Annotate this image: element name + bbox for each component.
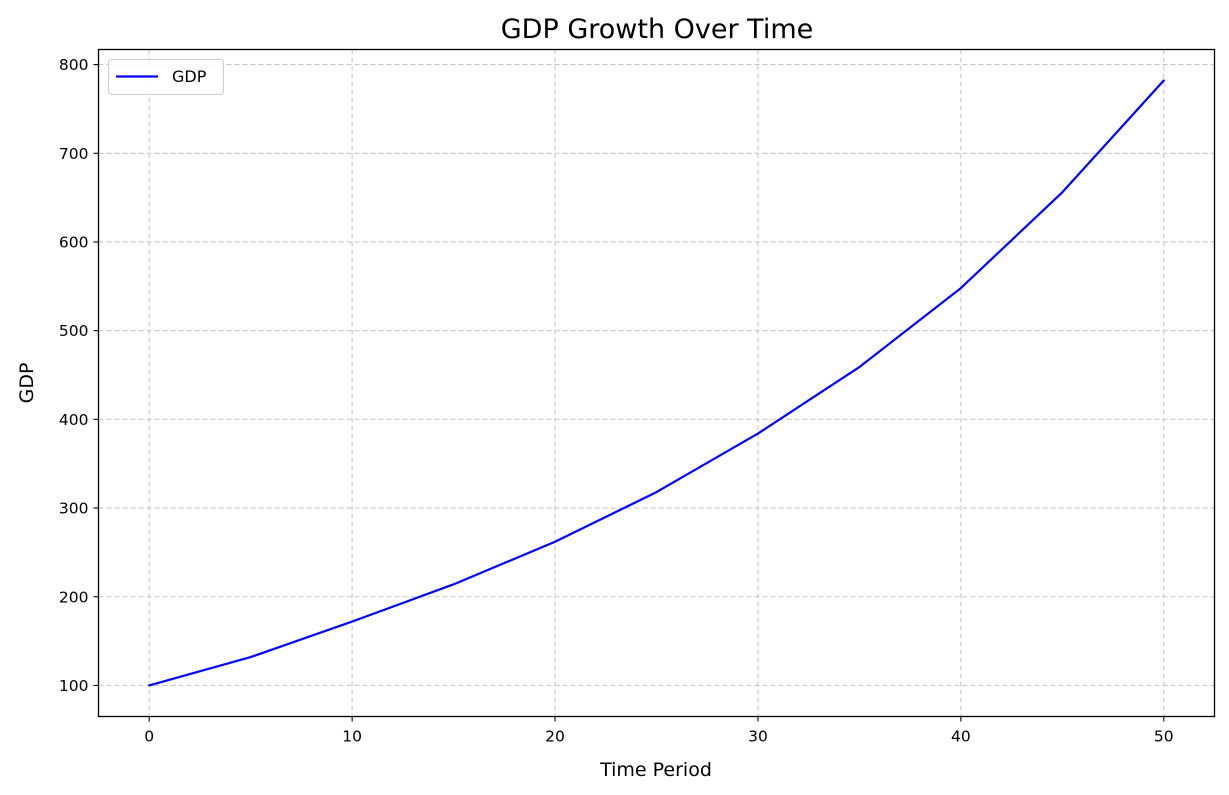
- chart-title: GDP Growth Over Time: [501, 14, 814, 45]
- x-tick-label: 30: [748, 728, 768, 746]
- legend-label-gdp: GDP: [172, 67, 207, 86]
- y-axis-label: GDP: [16, 363, 38, 404]
- y-axis-ticks: 100 200 300 400 500 600 700 800: [59, 56, 99, 695]
- series-layer: [148, 79, 1165, 687]
- x-tick-label: 20: [545, 728, 565, 746]
- x-axis-ticks: 0 10 20 30 40 50: [144, 716, 1174, 746]
- y-tick-label: 800: [59, 56, 89, 74]
- legend: GDP: [108, 59, 224, 95]
- y-tick-label: 300: [59, 500, 89, 518]
- x-tick-label: 50: [1154, 728, 1174, 746]
- x-tick-label: 10: [342, 728, 362, 746]
- plot-frame: [97, 48, 1216, 718]
- y-tick-label: 500: [59, 322, 89, 340]
- x-tick-label: 0: [144, 728, 154, 746]
- gdp-series-line: [148, 79, 1165, 687]
- y-tick-label: 400: [59, 411, 89, 429]
- y-tick-label: 100: [59, 677, 89, 695]
- y-tick-label: 600: [59, 233, 89, 251]
- x-axis-label: Time Period: [599, 759, 712, 781]
- x-tick-label: 40: [951, 728, 971, 746]
- y-tick-label: 200: [59, 588, 89, 606]
- y-tick-label: 700: [59, 145, 89, 163]
- legend-box: [108, 59, 224, 95]
- grid-lines: [98, 49, 1215, 717]
